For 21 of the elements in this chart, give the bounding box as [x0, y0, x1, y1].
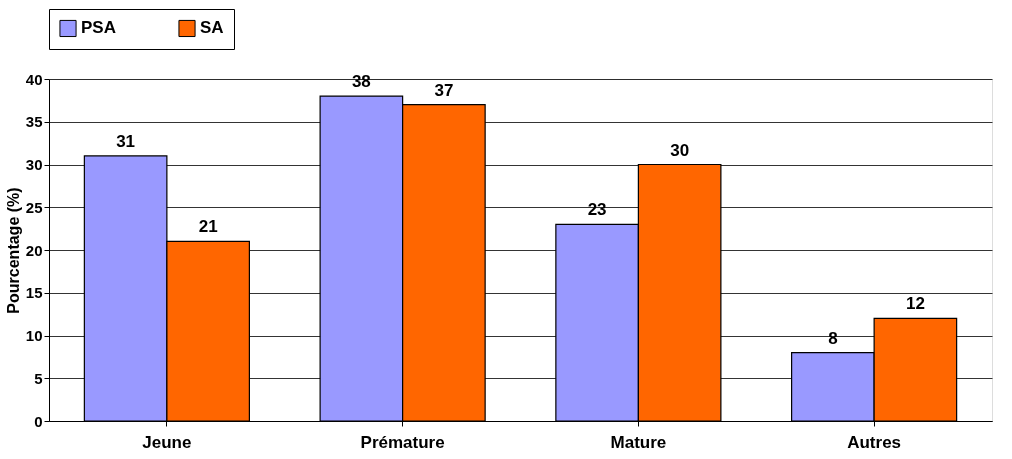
y-tick-label: 30 [25, 156, 43, 173]
data-label: 30 [670, 140, 690, 160]
data-label: 21 [198, 217, 218, 237]
y-tick-label: 0 [34, 412, 43, 430]
legend-label: SA [200, 18, 224, 38]
y-tick-label: 10 [25, 327, 43, 344]
y-tick-label: 5 [34, 369, 43, 387]
data-label: 12 [905, 294, 925, 314]
legend-label: PSA [81, 18, 116, 38]
data-label: 31 [116, 131, 136, 151]
y-tick-label: 25 [25, 198, 43, 216]
x-tick-label: Jeune [142, 432, 192, 452]
y-tick-label: 15 [25, 284, 43, 302]
y-tick-label: 40 [25, 70, 43, 88]
x-tick-label: Autres [847, 432, 902, 452]
x-tick-label: Mature [610, 432, 667, 452]
y-axis-title: Pourcentage (%) [4, 187, 22, 314]
data-label: 37 [434, 80, 454, 100]
y-tick-label: 35 [25, 113, 43, 131]
x-tick-label: Prémature [360, 432, 445, 452]
y-tick-label: 20 [25, 241, 43, 259]
